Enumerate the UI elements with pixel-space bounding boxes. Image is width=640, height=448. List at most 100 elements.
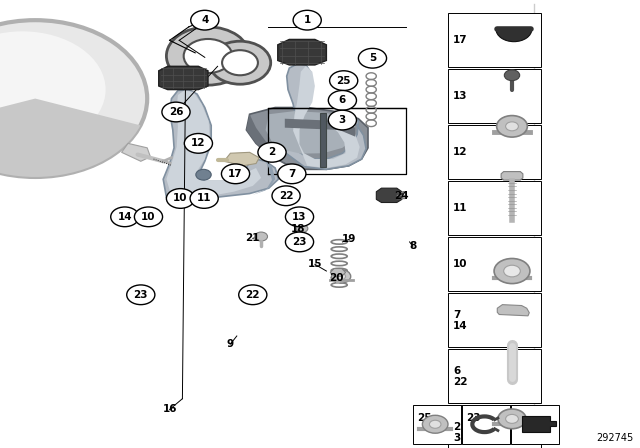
Polygon shape <box>285 119 355 137</box>
Circle shape <box>494 258 530 284</box>
Polygon shape <box>163 90 278 199</box>
Circle shape <box>221 164 250 184</box>
FancyBboxPatch shape <box>448 181 541 235</box>
Text: 16: 16 <box>163 405 177 414</box>
Polygon shape <box>246 114 285 164</box>
Polygon shape <box>278 39 326 65</box>
Text: 2
3: 2 3 <box>453 422 460 443</box>
Polygon shape <box>266 111 355 154</box>
Polygon shape <box>501 172 523 180</box>
Circle shape <box>506 414 518 423</box>
Circle shape <box>196 169 211 180</box>
Text: 25: 25 <box>337 76 351 86</box>
FancyBboxPatch shape <box>448 69 541 123</box>
Text: 25: 25 <box>417 413 432 423</box>
Polygon shape <box>522 416 556 432</box>
Circle shape <box>0 20 147 177</box>
Circle shape <box>0 31 106 148</box>
Text: 20: 20 <box>330 273 344 283</box>
Text: 17: 17 <box>453 35 468 45</box>
Circle shape <box>111 207 139 227</box>
Circle shape <box>184 39 232 73</box>
Text: 2: 2 <box>268 147 276 157</box>
Circle shape <box>337 273 346 280</box>
Text: 13: 13 <box>292 212 307 222</box>
Circle shape <box>222 50 258 75</box>
Circle shape <box>296 224 308 233</box>
Circle shape <box>504 265 520 277</box>
Text: 23: 23 <box>134 290 148 300</box>
Polygon shape <box>246 108 368 169</box>
Polygon shape <box>122 143 150 161</box>
Text: 26: 26 <box>169 107 183 117</box>
Text: 22: 22 <box>246 290 260 300</box>
Text: 18: 18 <box>291 224 305 234</box>
Text: 7
14: 7 14 <box>453 310 468 331</box>
FancyBboxPatch shape <box>448 349 541 403</box>
FancyBboxPatch shape <box>413 405 461 444</box>
Text: 14: 14 <box>118 212 132 222</box>
Circle shape <box>285 207 314 227</box>
Circle shape <box>209 41 271 84</box>
Circle shape <box>191 10 219 30</box>
Text: 13: 13 <box>453 91 468 101</box>
Text: 10: 10 <box>141 212 156 222</box>
Circle shape <box>255 232 268 241</box>
Text: 17: 17 <box>228 169 243 179</box>
FancyBboxPatch shape <box>511 405 559 444</box>
Circle shape <box>190 189 218 208</box>
Polygon shape <box>285 64 366 169</box>
Text: 6: 6 <box>339 95 346 105</box>
FancyBboxPatch shape <box>448 293 541 347</box>
Text: 4: 4 <box>201 15 209 25</box>
Circle shape <box>498 409 526 429</box>
Text: 24: 24 <box>395 191 409 201</box>
FancyBboxPatch shape <box>448 125 541 179</box>
Circle shape <box>166 27 250 85</box>
Wedge shape <box>496 29 532 42</box>
FancyBboxPatch shape <box>448 237 541 291</box>
Polygon shape <box>293 66 360 168</box>
Circle shape <box>239 285 267 305</box>
Circle shape <box>134 207 163 227</box>
Text: 6
22: 6 22 <box>453 366 468 387</box>
Polygon shape <box>253 161 275 195</box>
Text: 7: 7 <box>288 169 296 179</box>
Text: 12: 12 <box>191 138 205 148</box>
Text: 10: 10 <box>173 194 188 203</box>
FancyBboxPatch shape <box>448 405 541 448</box>
Text: 5: 5 <box>369 53 376 63</box>
Polygon shape <box>159 66 208 90</box>
Circle shape <box>243 288 262 302</box>
Text: 9: 9 <box>227 339 234 349</box>
Circle shape <box>422 415 448 433</box>
Text: 15: 15 <box>308 259 322 269</box>
Circle shape <box>278 164 306 184</box>
Circle shape <box>504 70 520 81</box>
Text: 8: 8 <box>409 241 417 251</box>
Text: 11: 11 <box>453 203 468 213</box>
Circle shape <box>328 110 356 130</box>
Circle shape <box>248 292 257 298</box>
Polygon shape <box>166 90 261 198</box>
Circle shape <box>506 122 518 131</box>
Text: 1: 1 <box>303 15 311 25</box>
Circle shape <box>258 142 286 162</box>
Circle shape <box>272 186 300 206</box>
Text: 23: 23 <box>292 237 307 247</box>
Polygon shape <box>497 305 529 316</box>
Circle shape <box>429 420 441 428</box>
Text: 3: 3 <box>339 115 346 125</box>
Circle shape <box>328 90 356 110</box>
Text: 12: 12 <box>453 147 468 157</box>
Circle shape <box>330 71 358 90</box>
Text: 21: 21 <box>246 233 260 243</box>
Circle shape <box>166 189 195 208</box>
Circle shape <box>293 10 321 30</box>
Polygon shape <box>320 113 326 167</box>
Circle shape <box>162 102 190 122</box>
Text: 23: 23 <box>467 413 481 423</box>
Polygon shape <box>224 152 259 166</box>
Polygon shape <box>376 188 402 202</box>
FancyBboxPatch shape <box>462 405 510 444</box>
